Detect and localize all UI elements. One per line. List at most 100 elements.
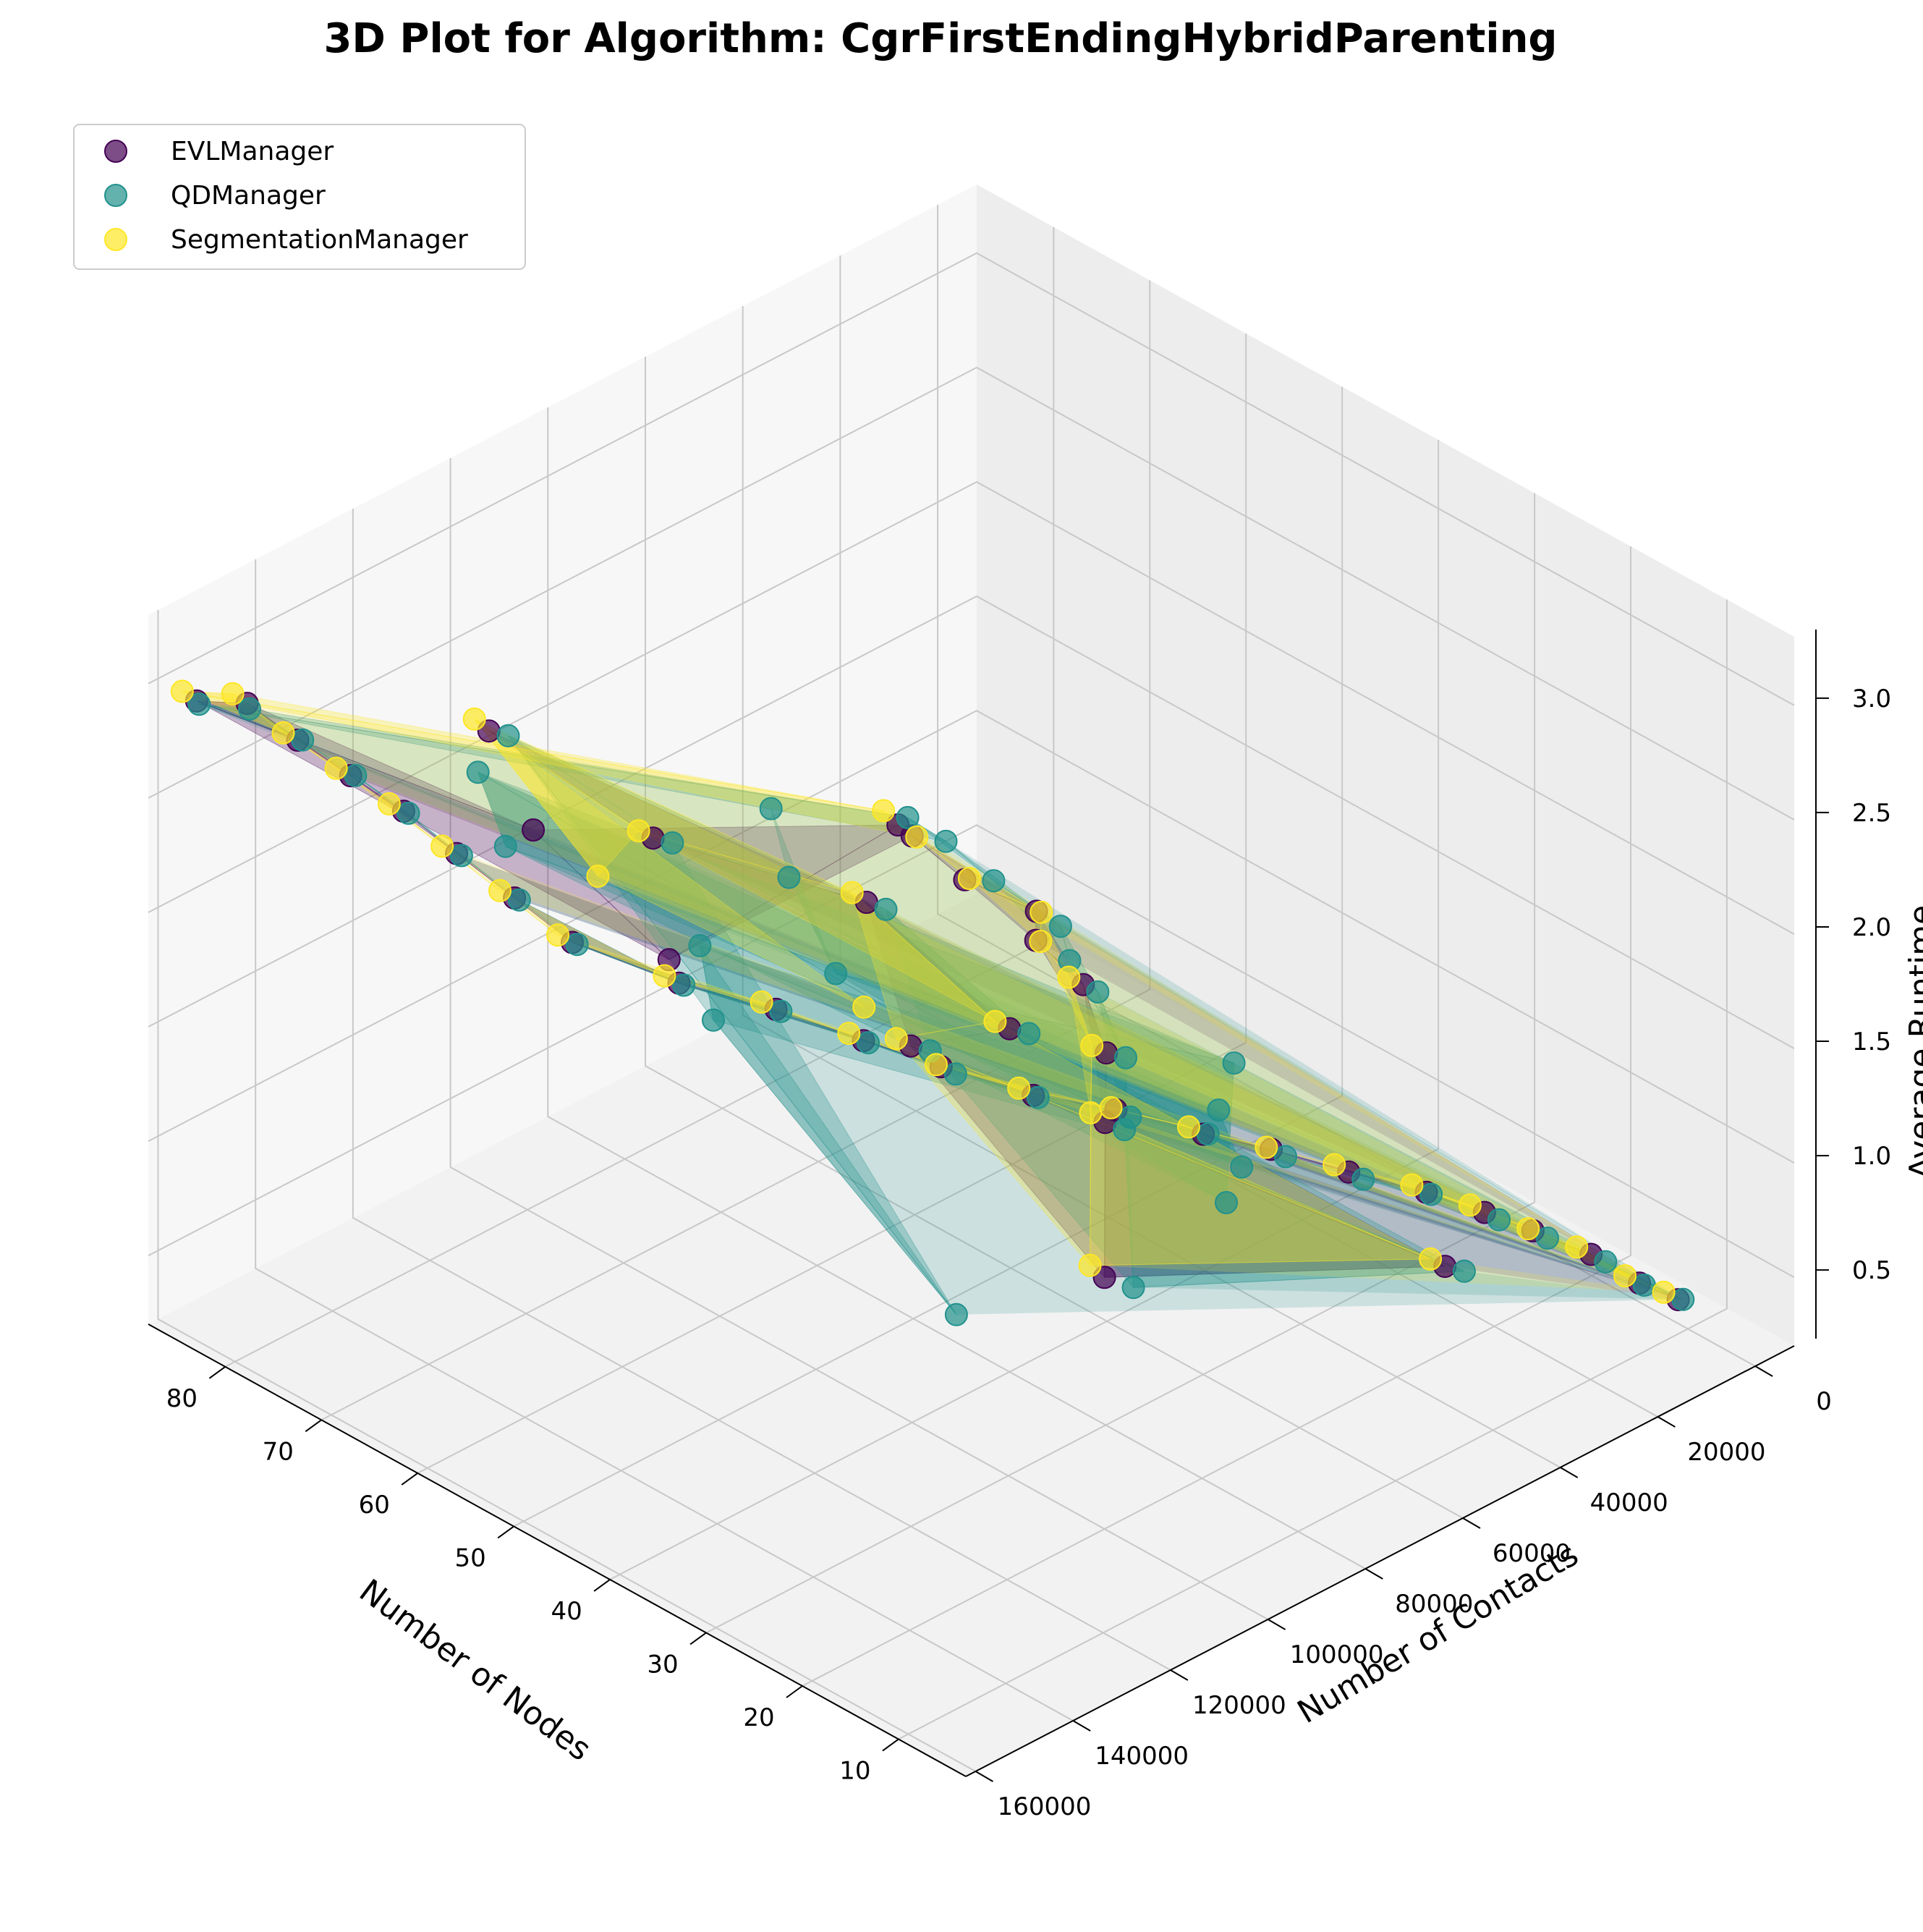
surface-1: [199, 703, 1684, 1315]
z-tick-label-0: 0.5: [1852, 1256, 1891, 1285]
surface-0-fan-29: [1035, 911, 1678, 1300]
point-2-3: [1516, 1217, 1540, 1241]
grid-z-1: [148, 709, 1795, 1164]
tick-labels: 80 70 60 50 40 30 20 10 0 20000 40000 60000 80000 100…: [166, 685, 1891, 1821]
point-1-41: [1230, 1155, 1254, 1179]
point-1-13: [769, 999, 793, 1023]
surface-2-tri-21: [182, 690, 884, 811]
surface-2-tri-34: [638, 830, 996, 1022]
point-1-37: [496, 724, 520, 747]
surface-0-tri-35: [865, 901, 1011, 1047]
surface-2-tri-30: [1090, 1112, 1431, 1266]
point-2-23: [872, 799, 896, 823]
surface-1-fan-32: [1133, 1271, 1684, 1300]
point-2-24: [905, 825, 929, 849]
surface-2-fan-26: [969, 878, 1664, 1292]
point-1-38: [944, 1302, 968, 1326]
point-1-4: [1487, 1208, 1511, 1232]
x-tick-label-1: 70: [263, 1437, 294, 1466]
surface-1-fan-11: [955, 1074, 1684, 1300]
x-tick-mark-4: [593, 1579, 611, 1592]
grid-x-3: [513, 386, 1343, 1528]
surface-0-fan-35: [910, 1046, 1678, 1300]
point-2-14: [653, 964, 676, 988]
surface-1-tri-46: [788, 876, 1234, 1064]
grid-y-3: [645, 357, 1464, 1519]
point-1-26: [1048, 915, 1072, 939]
surface-2-tri-37: [474, 719, 865, 1008]
point-2-5: [1400, 1173, 1424, 1197]
x-tick-label-4: 40: [551, 1597, 582, 1626]
grid-z-4: [148, 366, 1795, 821]
grid-y-4: [547, 407, 1366, 1569]
surface-1-fan-23: [199, 704, 1684, 1300]
surface-0-tri-37: [488, 730, 867, 903]
point-2-7: [1255, 1135, 1278, 1159]
surface-2-tri-25: [969, 878, 1042, 943]
x-axis-line: [148, 1323, 967, 1777]
point-1-36: [661, 831, 684, 855]
point-0-23: [522, 818, 546, 842]
grid-z-2: [148, 595, 1795, 1049]
surface-0-fan-17: [457, 853, 1678, 1300]
axis-panes: [148, 185, 1794, 1776]
point-1-21: [238, 697, 261, 721]
y-tick-label-7: 140000: [1095, 1742, 1189, 1771]
point-1-5: [1419, 1182, 1443, 1206]
point-1-11: [943, 1062, 967, 1086]
x-tick-mark-0: [208, 1366, 226, 1379]
y-tick-mark-2: [1560, 1467, 1579, 1478]
y-tick-mark-6: [1170, 1669, 1189, 1681]
surface-2-fan-11: [936, 1064, 1664, 1292]
surface-1-tri-38: [699, 945, 957, 1315]
point-1-14: [672, 973, 696, 997]
surface-1-tri-30: [1124, 1129, 1465, 1288]
data-points: [170, 679, 1695, 1326]
point-1-46: [1222, 1051, 1246, 1075]
grid-x-4: [609, 439, 1440, 1580]
point-1-44: [466, 760, 490, 784]
surface-0-tri-23: [532, 824, 900, 960]
surface-2-tri-36: [474, 719, 640, 877]
grid-x-1: [320, 280, 1151, 1421]
series-2: [170, 679, 1676, 1304]
surface-1-fan-38: [508, 735, 1684, 1315]
point-1-43: [493, 834, 517, 858]
x-tick-mark-3: [497, 1525, 514, 1539]
point-1-12: [857, 1031, 880, 1055]
grid-x-6: [802, 546, 1631, 1687]
y-tick-mark-8: [975, 1771, 993, 1782]
point-2-29: [1080, 1033, 1104, 1057]
surface-0-tri-27: [964, 879, 1037, 941]
surface-2-fan-8: [1189, 1127, 1664, 1292]
y-tick-label-5: 100000: [1290, 1640, 1384, 1669]
z-tick-label-2: 1.5: [1852, 1028, 1891, 1056]
surface-0-tri-20: [196, 700, 298, 741]
grid-z-3: [148, 480, 1795, 935]
legend-marker-0: [104, 140, 127, 163]
chart-title: 3D Plot for Algorithm: CgrFirstEndingHyb…: [323, 15, 1557, 62]
z-tick-label-4: 2.5: [1852, 799, 1891, 828]
surface-1-tri-21: [199, 703, 908, 818]
y-tick-mark-7: [1072, 1720, 1091, 1732]
point-2-20: [271, 721, 295, 745]
x-tick-label-0: 80: [166, 1384, 198, 1413]
point-2-4: [1458, 1193, 1482, 1217]
point-2-38: [586, 864, 610, 888]
surface-1-fan-35: [886, 909, 1684, 1300]
legend-box: [73, 124, 526, 270]
surface-0-tri-32: [1104, 1122, 1446, 1278]
point-2-32: [1419, 1247, 1443, 1271]
surface-0-fan-26: [898, 825, 1678, 1300]
point-1-28: [1086, 980, 1110, 1004]
point-2-21: [221, 682, 245, 706]
grid-x-5: [705, 493, 1536, 1634]
legend: EVLManager QDManager SegmentationManager: [73, 124, 526, 270]
surface-1-tri-37: [508, 735, 957, 1315]
surface-2-fan-29: [1069, 977, 1664, 1292]
y-axis-line: [965, 1345, 1795, 1777]
grid-y-7: [255, 559, 1074, 1721]
legend-marker-1: [104, 184, 127, 207]
surface-1-fan-47: [836, 973, 1684, 1300]
